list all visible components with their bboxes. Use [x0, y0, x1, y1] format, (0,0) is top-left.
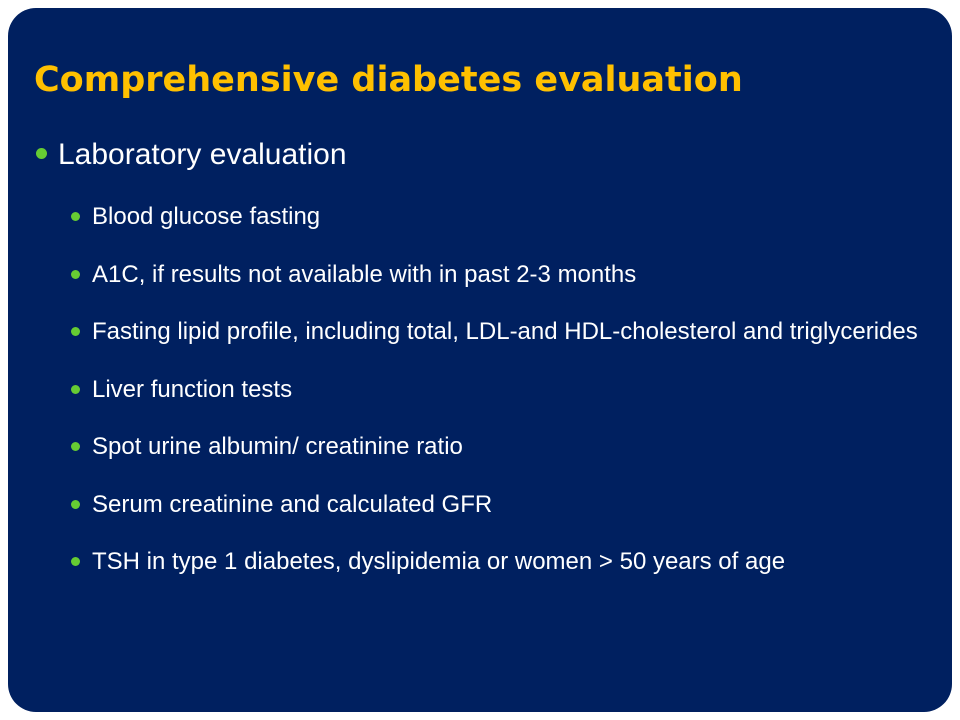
bullet-icon [71, 499, 80, 509]
list-item: Blood glucose fasting [70, 188, 924, 246]
list-item: Liver function tests [70, 361, 924, 419]
list-item-text: TSH in type 1 diabetes, dyslipidemia or … [92, 548, 786, 575]
bullet-icon [36, 148, 47, 160]
list-item-text: Serum creatinine and calculated GFR [92, 490, 493, 518]
bullet-icon [71, 557, 80, 566]
list-item-text: Liver function tests [92, 375, 293, 403]
bullet-icon [71, 384, 80, 394]
list-item: Serum creatinine and calculated GFR [70, 476, 924, 534]
slide-title: Comprehensive diabetes evaluation [34, 60, 743, 100]
slide: Comprehensive diabetes evaluation Labora… [8, 8, 952, 712]
section-heading: Laboratory evaluation [58, 138, 347, 171]
list-item: Spot urine albumin/ creatinine ratio [70, 418, 924, 476]
bullet-icon [71, 212, 80, 221]
list-item-text: A1C, if results not available with in pa… [92, 260, 637, 288]
bullet-icon [71, 442, 80, 451]
list-item-text: Blood glucose fasting [92, 203, 321, 230]
bullet-icon [71, 327, 80, 336]
section-heading-item: Laboratory evaluation [34, 135, 924, 175]
list-item-text: Spot urine albumin/ creatinine ratio [92, 433, 463, 460]
lab-tests-list: Blood glucose fasting A1C, if results no… [70, 188, 924, 591]
list-item: Fasting lipid profile, including total, … [70, 303, 924, 361]
list-item: TSH in type 1 diabetes, dyslipidemia or … [70, 533, 924, 591]
bullet-icon [71, 269, 80, 279]
list-item-text: Fasting lipid profile, including total, … [92, 318, 918, 345]
list-item: A1C, if results not available with in pa… [70, 246, 924, 304]
